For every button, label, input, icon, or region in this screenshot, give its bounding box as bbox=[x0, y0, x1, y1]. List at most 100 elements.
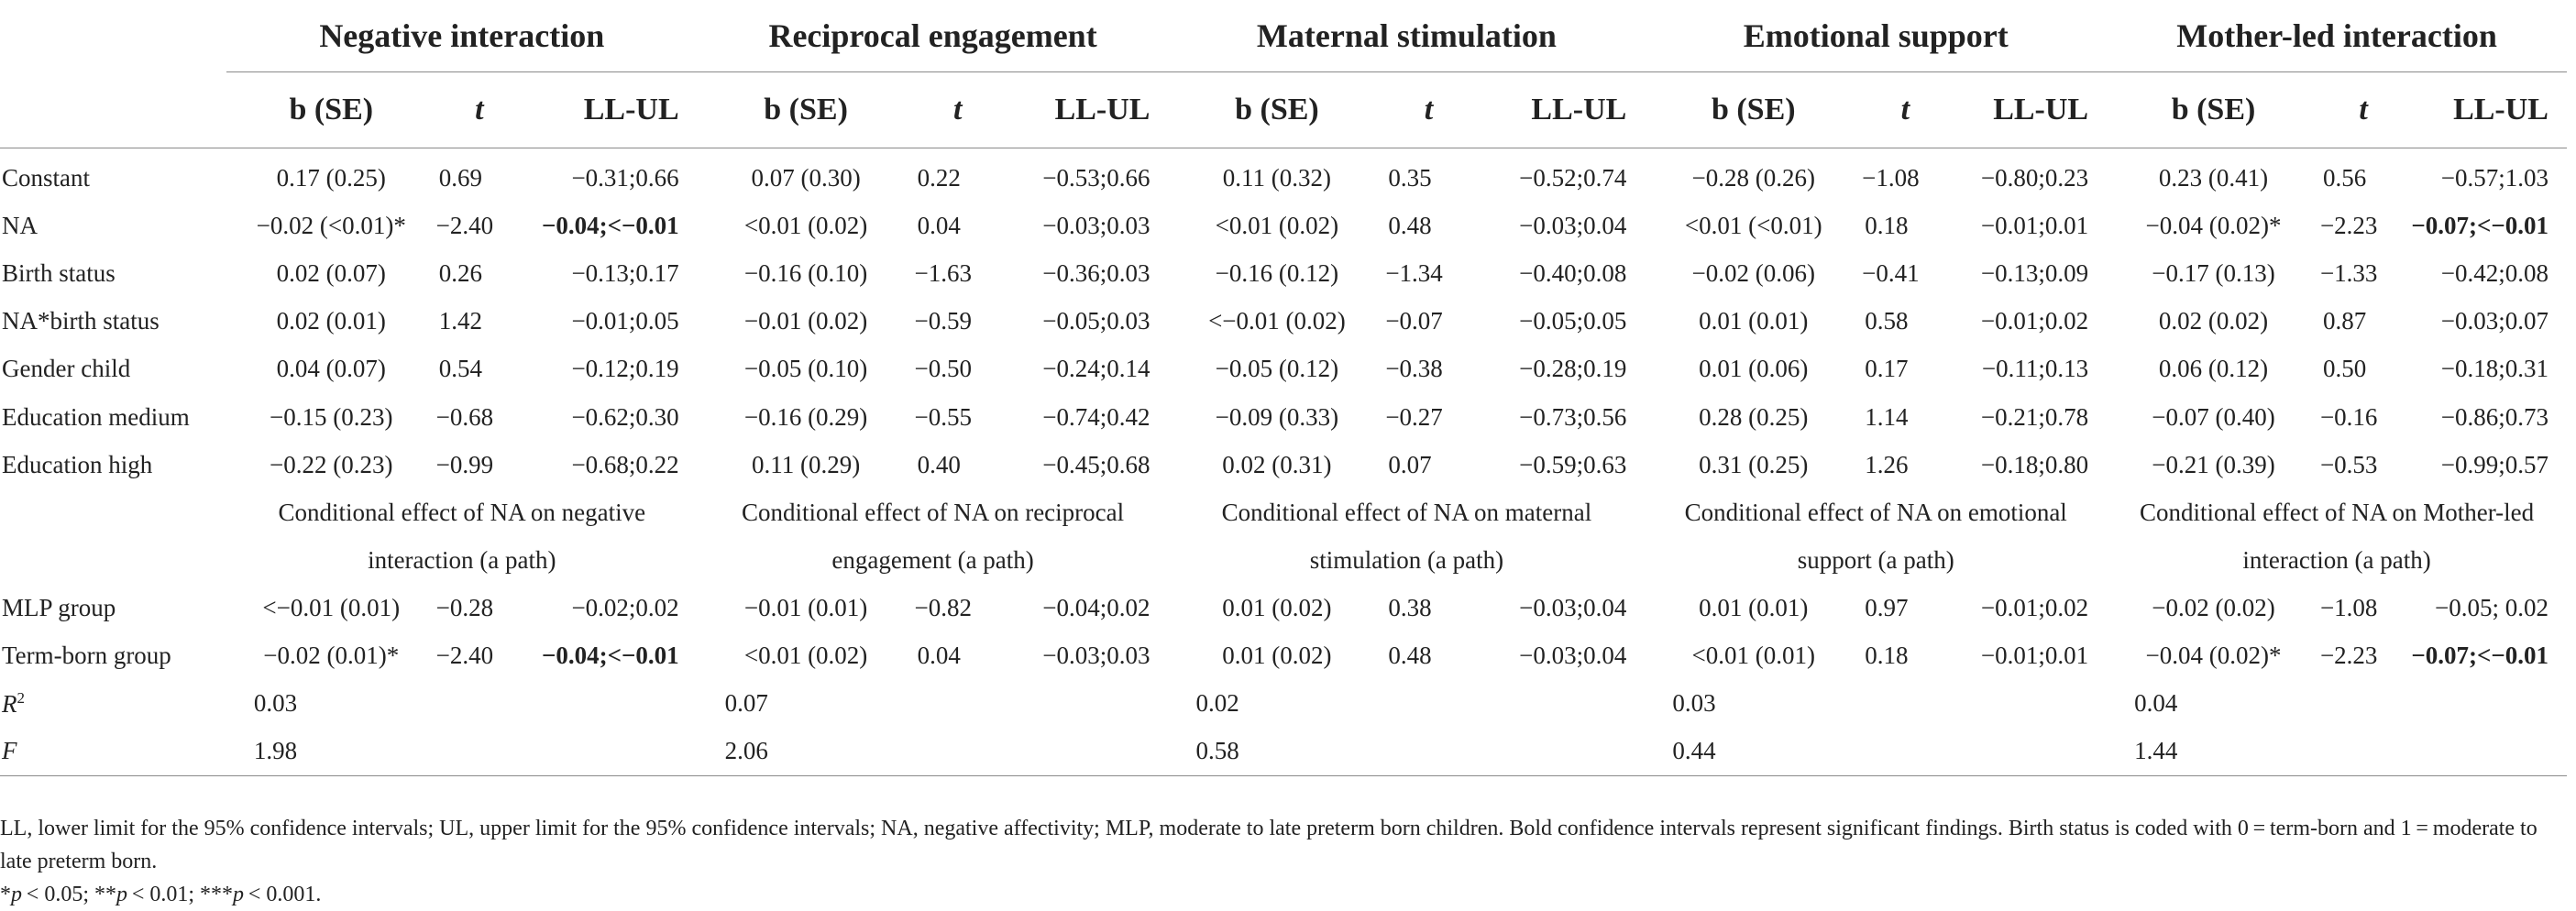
fit-row-label: R2 bbox=[0, 680, 226, 728]
cell-ll-ul: −0.45;0.68 bbox=[1042, 450, 1150, 478]
cell-b-se: 0.01 (0.02) bbox=[1222, 593, 1332, 621]
cell-t: −0.38 bbox=[1385, 355, 1443, 383]
group-header-row: Negative interaction Reciprocal engageme… bbox=[0, 0, 2567, 72]
cell-b-se: −0.21 (0.39) bbox=[2152, 450, 2275, 478]
cell-ll-ul: −0.02;0.02 bbox=[571, 593, 679, 621]
cell-ll-ul: −0.03;0.04 bbox=[1519, 593, 1627, 621]
fit-row: F 1.98 2.06 0.58 0.44 1.44 bbox=[0, 727, 2567, 777]
cell-b-se: 0.01 (0.06) bbox=[1699, 355, 1809, 383]
sig-threshold: < 0.01; bbox=[127, 883, 201, 906]
cell-b-se: 0.11 (0.29) bbox=[751, 450, 861, 478]
cell-ll-ul: −0.03;0.03 bbox=[1042, 211, 1150, 239]
col-header-ll-ul: LL-UL bbox=[583, 93, 679, 126]
cell-b-se: −0.17 (0.13) bbox=[2152, 258, 2275, 287]
cell-ll-ul: −0.01;0.05 bbox=[571, 307, 679, 335]
fit-label: F bbox=[2, 737, 17, 765]
cell-ll-ul: −0.01;0.02 bbox=[1980, 593, 2089, 621]
table-row: Birth status 0.02 (0.07) 0.26 −0.13;0.17 −0.… bbox=[0, 249, 2567, 297]
cell-ll-ul: −0.73;0.56 bbox=[1519, 402, 1627, 431]
cell-ll-ul: −0.01;0.02 bbox=[1980, 307, 2089, 335]
cell-ll-ul: −0.13;0.17 bbox=[571, 258, 679, 287]
cell-t: −2.40 bbox=[435, 211, 494, 239]
cell-b-se: 0.01 (0.01) bbox=[1699, 593, 1809, 621]
cell-ll-ul: −0.28;0.19 bbox=[1519, 355, 1627, 383]
cell-b-se: <0.01 (0.01) bbox=[1691, 642, 1815, 670]
col-header-b-se: b (SE) bbox=[289, 93, 374, 126]
cell-ll-ul: −0.07;<−0.01 bbox=[2411, 642, 2548, 670]
cell-b-se: 0.11 (0.32) bbox=[1222, 163, 1332, 192]
cell-t: 0.87 bbox=[2323, 307, 2367, 335]
cell-t: −0.50 bbox=[914, 355, 972, 383]
cell-b-se: −0.04 (0.02)* bbox=[2145, 642, 2282, 670]
cell-b-se: 0.02 (0.02) bbox=[2158, 307, 2269, 335]
col-header-ll-ul: LL-UL bbox=[1993, 93, 2089, 126]
p-symbol: p bbox=[233, 883, 245, 906]
fit-value: 0.07 bbox=[724, 689, 768, 718]
group-header: Negative interaction bbox=[226, 0, 698, 72]
cell-b-se: 0.02 (0.31) bbox=[1222, 450, 1332, 478]
p-symbol: p bbox=[11, 883, 22, 906]
cell-t: −0.59 bbox=[914, 307, 972, 335]
cell-t: −0.82 bbox=[914, 593, 972, 621]
cell-b-se: −0.02 (0.02) bbox=[2152, 593, 2275, 621]
cell-t: 0.97 bbox=[1865, 593, 1909, 621]
table-row: MLP group <−0.01 (0.01) −0.28 −0.02;0.02 −0.… bbox=[0, 584, 2567, 631]
cell-ll-ul: −0.53;0.66 bbox=[1042, 163, 1150, 192]
cell-b-se: <0.01 (0.02) bbox=[743, 642, 868, 670]
cell-ll-ul: −0.07;<−0.01 bbox=[2411, 211, 2548, 239]
row-label: NA*birth status bbox=[2, 307, 160, 335]
cell-ll-ul: −0.03;0.07 bbox=[2440, 307, 2548, 335]
cell-t: −2.40 bbox=[435, 642, 494, 670]
cell-ll-ul: −0.21;0.78 bbox=[1980, 402, 2089, 431]
cell-t: −1.63 bbox=[914, 258, 972, 287]
col-header-t: t bbox=[475, 93, 484, 126]
cell-b-se: −0.02 (<0.01)* bbox=[256, 211, 406, 239]
cell-t: −1.34 bbox=[1385, 258, 1443, 287]
col-header-t: t bbox=[1900, 93, 1910, 126]
cell-ll-ul: −0.05;0.05 bbox=[1519, 307, 1627, 335]
cell-t: −1.08 bbox=[1862, 163, 1920, 192]
cell-b-se: −0.28 (0.26) bbox=[1691, 163, 1815, 192]
corner-cell bbox=[0, 0, 226, 72]
cell-t: 0.18 bbox=[1865, 211, 1909, 239]
cell-ll-ul: −0.57;1.03 bbox=[2440, 163, 2548, 192]
conditional-effect-title: Conditional effect of NA on reciprocal e… bbox=[742, 499, 1125, 575]
cell-b-se: −0.07 (0.40) bbox=[2152, 402, 2275, 431]
cell-t: 0.54 bbox=[438, 355, 482, 383]
col-header-t: t bbox=[952, 93, 963, 126]
abbreviation-note: LL, lower limit for the 95% confidence i… bbox=[0, 817, 2537, 873]
cell-b-se: −0.04 (0.02)* bbox=[2145, 211, 2282, 239]
cell-b-se: <0.01 (0.02) bbox=[743, 211, 868, 239]
fit-value: 2.06 bbox=[697, 727, 1169, 777]
cell-b-se: 0.01 (0.01) bbox=[1699, 307, 1809, 335]
cell-b-se: <0.01 (<0.01) bbox=[1684, 211, 1822, 239]
sig-threshold: < 0.05; bbox=[22, 883, 95, 906]
cell-t: 0.04 bbox=[917, 642, 961, 670]
cell-b-se: 0.17 (0.25) bbox=[276, 163, 386, 192]
cell-t: 0.38 bbox=[1388, 593, 1432, 621]
cell-t: −1.08 bbox=[2319, 593, 2378, 621]
cell-b-se: <−0.01 (0.02) bbox=[1208, 307, 1346, 335]
table-body: Constant 0.17 (0.25) 0.69 −0.31;0.66 0.07 (0… bbox=[0, 148, 2567, 777]
cell-t: 0.40 bbox=[917, 450, 961, 478]
fit-value: 0.04 bbox=[2134, 689, 2178, 718]
p-symbol: p bbox=[116, 883, 128, 906]
cell-b-se: −0.16 (0.10) bbox=[743, 258, 868, 287]
cell-t: −0.28 bbox=[435, 593, 494, 621]
cell-t: −0.41 bbox=[1862, 258, 1920, 287]
cell-t: −2.23 bbox=[2319, 642, 2378, 670]
fit-value: 0.02 bbox=[1195, 689, 1239, 718]
fit-value: 0.58 bbox=[1168, 727, 1646, 777]
cell-b-se: −0.16 (0.12) bbox=[1215, 258, 1339, 287]
col-header-b-se: b (SE) bbox=[1235, 93, 1319, 126]
cell-ll-ul: −0.05;0.03 bbox=[1042, 307, 1150, 335]
col-header-b-se: b (SE) bbox=[1711, 93, 1796, 126]
cell-b-se: −0.01 (0.01) bbox=[743, 593, 868, 621]
fit-row-label: F bbox=[0, 727, 226, 777]
cell-t: 0.48 bbox=[1388, 642, 1432, 670]
cell-b-se: <0.01 (0.02) bbox=[1215, 211, 1339, 239]
cell-ll-ul: −0.80;0.23 bbox=[1980, 163, 2089, 192]
cell-t: −0.99 bbox=[435, 450, 494, 478]
row-label: Birth status bbox=[2, 258, 116, 287]
table-row: Term-born group −0.02 (0.01)* −2.40 −0.04;<… bbox=[0, 632, 2567, 680]
